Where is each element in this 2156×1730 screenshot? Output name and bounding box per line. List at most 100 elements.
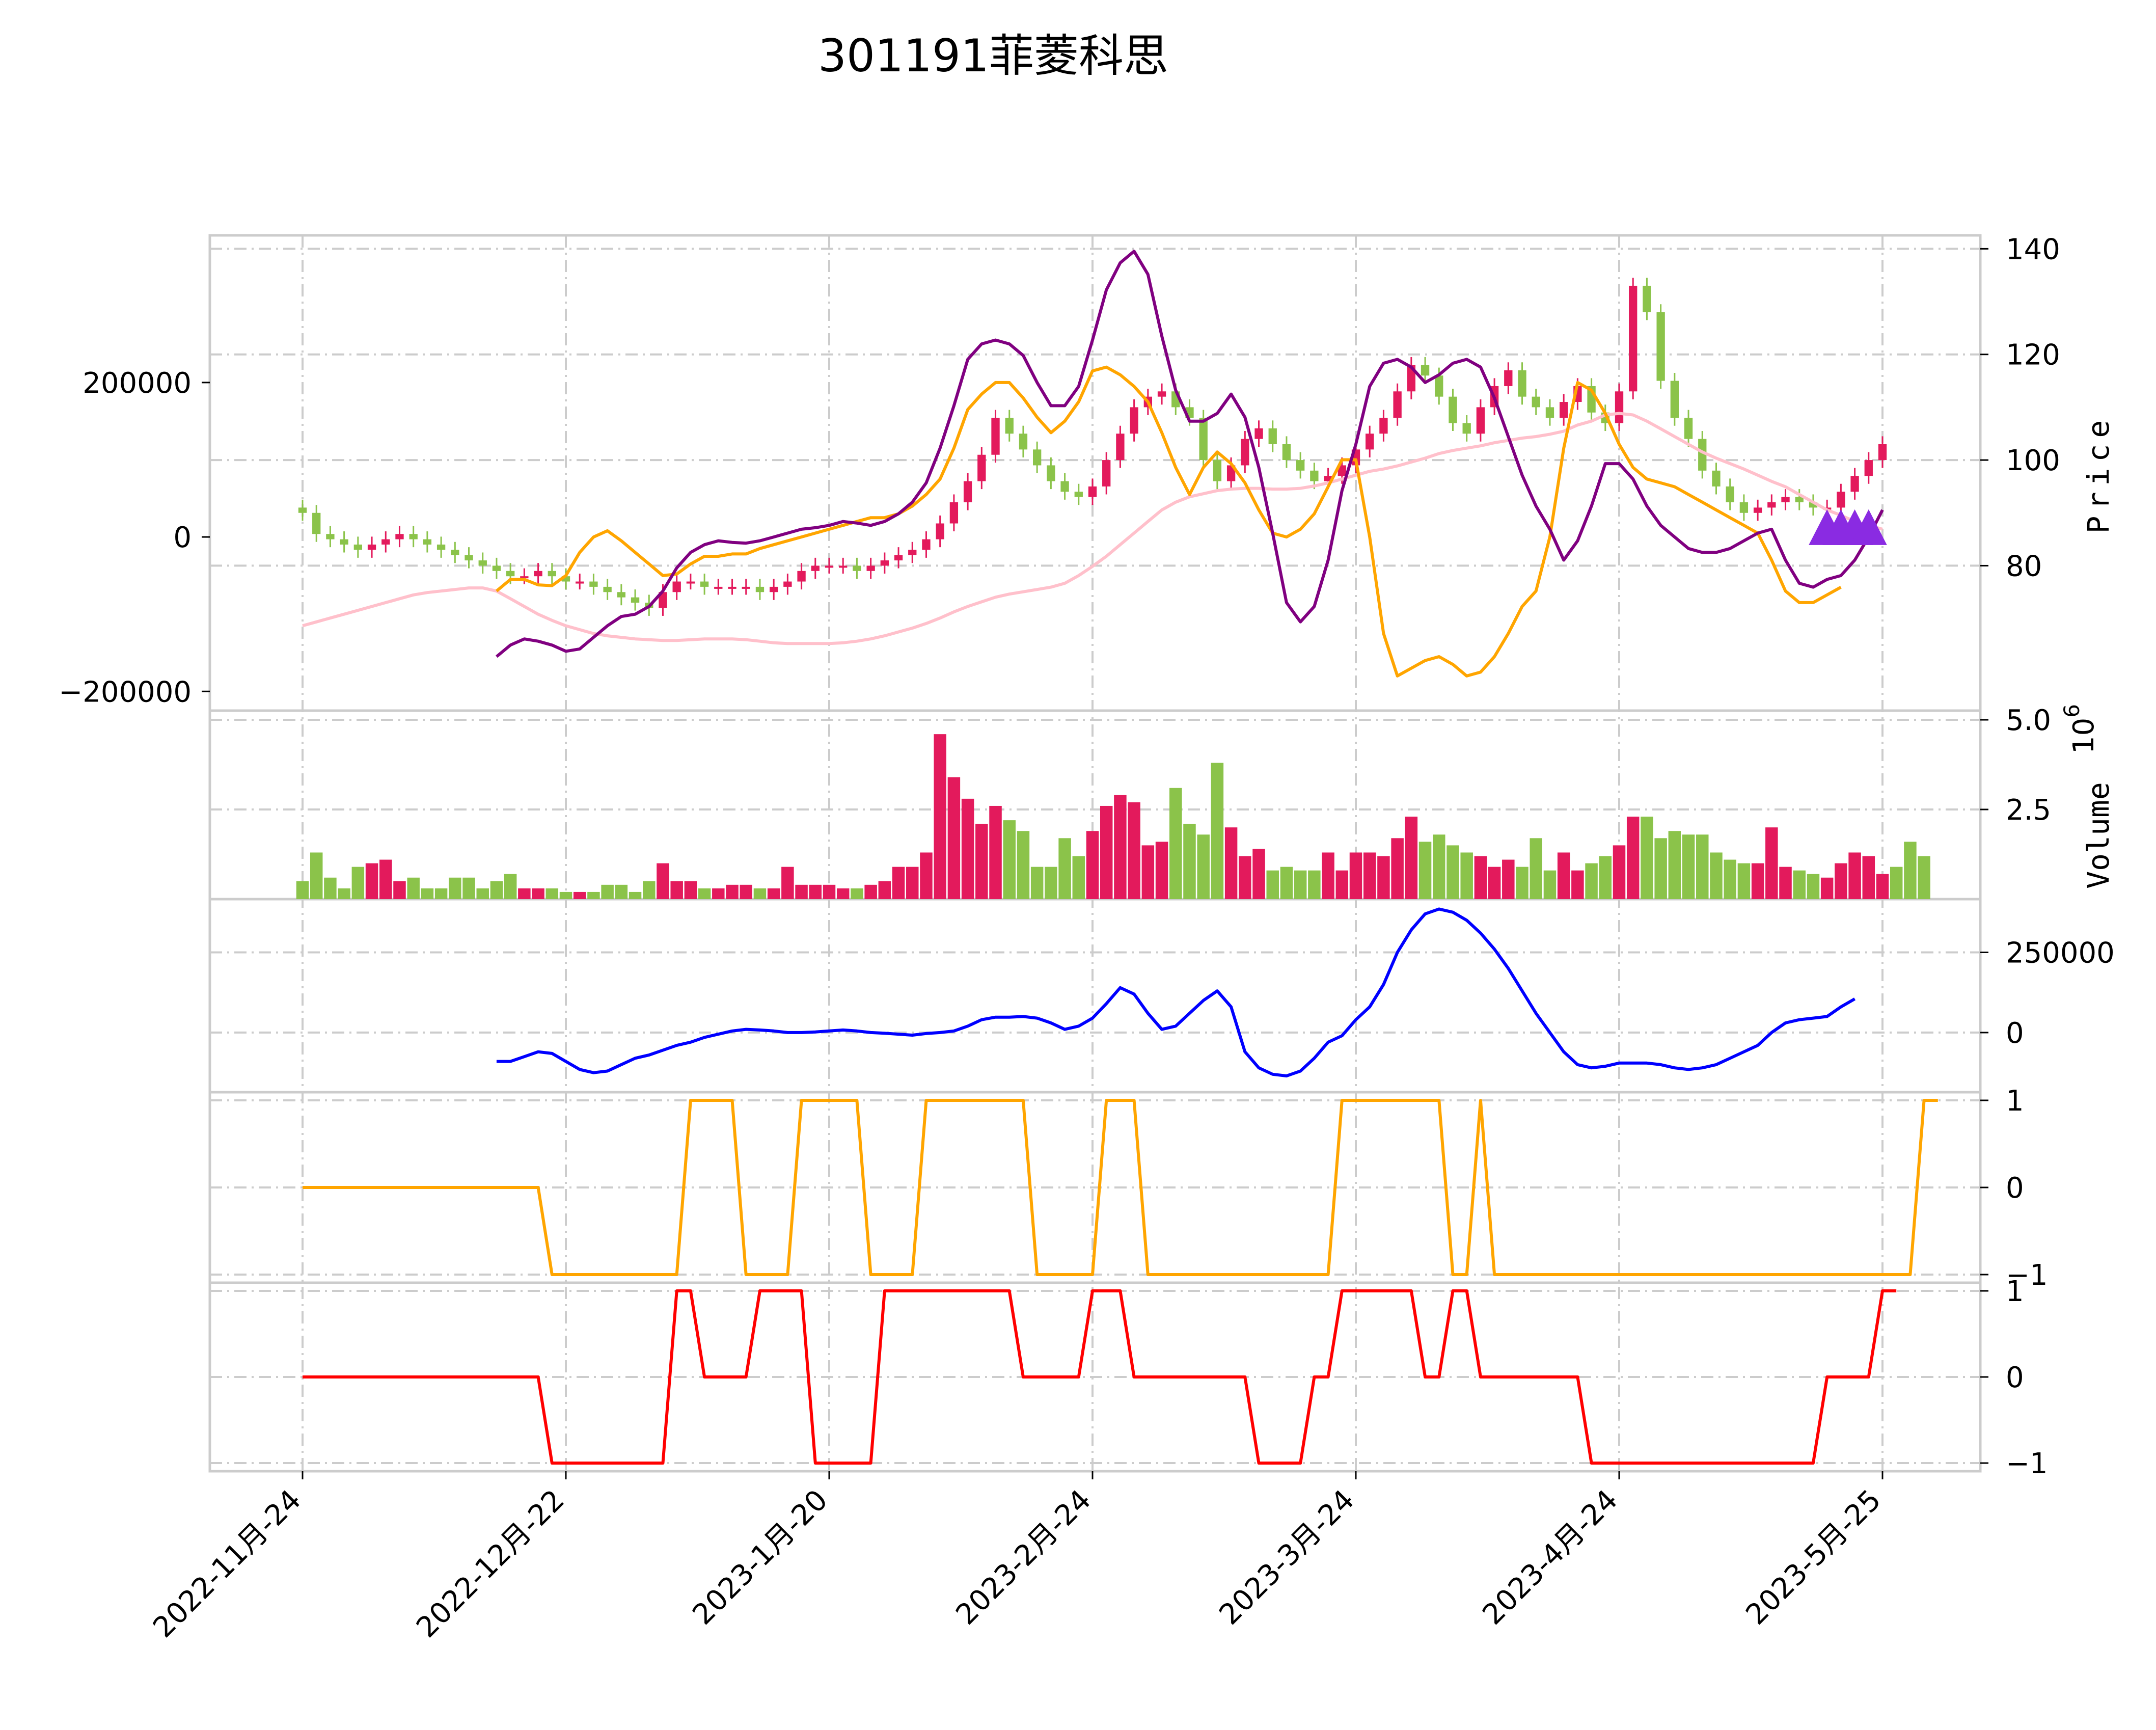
indicator-line bbox=[496, 907, 1856, 1077]
volume-bar bbox=[1474, 856, 1487, 899]
candle-body bbox=[1726, 486, 1734, 503]
candle-body bbox=[728, 586, 736, 589]
volume-bar bbox=[1058, 838, 1071, 899]
volume-bar bbox=[1460, 852, 1473, 899]
y-tick-label: 80 bbox=[2006, 550, 2042, 583]
y-tick-label: 1 bbox=[2006, 1275, 2024, 1308]
volume-bar bbox=[1557, 852, 1570, 899]
volume-bar bbox=[1835, 863, 1847, 899]
candle-body bbox=[936, 523, 944, 539]
candle-body bbox=[298, 507, 307, 513]
left-tick-label: 0 bbox=[173, 521, 192, 554]
volume-bar bbox=[504, 874, 517, 899]
candle-body bbox=[1282, 444, 1291, 461]
volume-bar bbox=[1377, 856, 1390, 899]
candle-body bbox=[367, 544, 376, 550]
volume-bar bbox=[657, 863, 669, 899]
volume-bar bbox=[1682, 834, 1695, 899]
volume-bar bbox=[975, 824, 988, 899]
volume-bar bbox=[1848, 852, 1861, 899]
candle-body bbox=[894, 555, 903, 561]
candle-body bbox=[949, 502, 959, 524]
candle-body bbox=[1518, 370, 1526, 397]
volume-bar bbox=[1335, 870, 1349, 899]
candle-body bbox=[1462, 423, 1471, 434]
volume-bar bbox=[1724, 859, 1736, 899]
y-tick-label: 0 bbox=[2006, 1361, 2024, 1394]
volume-bar bbox=[1017, 831, 1030, 899]
candle-body bbox=[1864, 460, 1873, 476]
price-axis-label: Price bbox=[2081, 414, 2116, 534]
volume-bar bbox=[1571, 870, 1584, 899]
volume-bar bbox=[1363, 852, 1376, 899]
volume-bar bbox=[573, 891, 586, 899]
volume-bar bbox=[698, 888, 711, 899]
volume-bar bbox=[601, 884, 614, 899]
volume-bar bbox=[753, 888, 767, 899]
candle-body bbox=[478, 560, 487, 566]
volume-bar bbox=[851, 888, 863, 899]
candle-body bbox=[686, 581, 695, 584]
candle-body bbox=[797, 571, 806, 582]
volume-bar bbox=[1890, 867, 1903, 899]
y-tick-label: 0 bbox=[2006, 1017, 2024, 1050]
volume-bar bbox=[351, 867, 365, 899]
volume-bar bbox=[1543, 870, 1557, 899]
volume-bar bbox=[920, 852, 933, 899]
volume-bar bbox=[1128, 802, 1140, 899]
candle-body bbox=[1421, 365, 1430, 376]
candle-body bbox=[1241, 439, 1249, 466]
candle-body bbox=[1767, 502, 1776, 508]
volume-bar bbox=[1391, 838, 1404, 899]
candle-body bbox=[617, 592, 626, 598]
volume-bar bbox=[1613, 845, 1626, 899]
candle-body bbox=[423, 539, 432, 545]
volume-bar bbox=[1114, 795, 1127, 899]
volume-bar bbox=[1779, 867, 1792, 899]
candle-body bbox=[1074, 492, 1083, 497]
candle-body bbox=[436, 544, 446, 550]
candle-body bbox=[1226, 465, 1236, 481]
candle-body bbox=[1032, 449, 1042, 466]
candle-body bbox=[548, 571, 556, 577]
candle-body bbox=[811, 565, 820, 571]
candle-body bbox=[1712, 470, 1721, 486]
volume-bar bbox=[1585, 863, 1598, 899]
candle-body bbox=[1435, 375, 1443, 397]
candle-body bbox=[1130, 407, 1138, 434]
volume-bar bbox=[1224, 827, 1238, 899]
candle-body bbox=[1795, 497, 1804, 503]
candle-body bbox=[783, 581, 792, 587]
volume-bar bbox=[1516, 867, 1529, 899]
volume-bar bbox=[1252, 849, 1265, 899]
candle-body bbox=[977, 454, 986, 481]
data-layer bbox=[296, 250, 1938, 1465]
candle-body bbox=[1213, 460, 1222, 481]
candle-body bbox=[1116, 434, 1125, 461]
volume-bar bbox=[476, 888, 489, 899]
volume-bar bbox=[1294, 870, 1307, 899]
volume-bar bbox=[1239, 856, 1251, 899]
candle-body bbox=[312, 512, 321, 534]
x-tick-label: 2022-12月-22 bbox=[410, 1483, 571, 1644]
tick-labels: 2022-11月-24 2022-12月-22 2023-1月-20 2023-2月-… bbox=[59, 233, 2116, 1644]
left-tick-label: 200000 bbox=[83, 367, 192, 400]
candle-body bbox=[381, 539, 390, 545]
volume-bar bbox=[1765, 827, 1778, 899]
volume-bar bbox=[1211, 763, 1224, 899]
candle-body bbox=[963, 481, 972, 503]
candle-body bbox=[353, 544, 363, 550]
volume-bar bbox=[365, 863, 378, 899]
volume-bar bbox=[421, 888, 434, 899]
candle-body bbox=[1739, 502, 1749, 513]
volume-bar bbox=[1654, 838, 1667, 899]
volume-bar bbox=[545, 888, 559, 899]
volume-bar bbox=[1030, 867, 1044, 899]
candle-body bbox=[1615, 391, 1624, 423]
volume-axis-label: Volume bbox=[2081, 782, 2116, 889]
y-tick-label: −1 bbox=[2006, 1259, 2048, 1292]
volume-bar bbox=[1418, 842, 1432, 899]
candle-body bbox=[880, 560, 889, 566]
volume-bar bbox=[1710, 852, 1723, 899]
